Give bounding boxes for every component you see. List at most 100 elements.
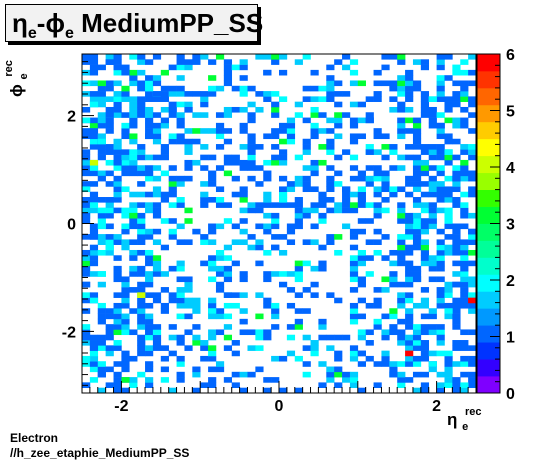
heatmap-cell-1070: [405, 75, 414, 81]
heatmap-cell-936: [373, 287, 382, 293]
heatmap-cell-877: [349, 202, 359, 208]
heatmap-cell-263: [137, 223, 146, 230]
heatmap-cell-907: [357, 175, 366, 182]
heatmap-cell-1282: [452, 96, 461, 102]
heatmap-cell-1290: [460, 355, 469, 362]
heatmap-cell-538: [215, 54, 225, 60]
heatmap-cell-938: [373, 239, 382, 245]
heatmap-cell-753: [302, 175, 311, 182]
heatmap-cell-525: [215, 265, 225, 272]
heatmap-cell-405: [176, 302, 185, 309]
heatmap-cell-1414: [215, 122, 225, 129]
heatmap-cell-299: [145, 260, 154, 267]
heatmap-cell-1271: [452, 197, 461, 203]
heatmap-cell-478: [200, 181, 209, 187]
heatmap-cell-717: [286, 133, 296, 140]
heatmap-cell-762: [310, 345, 319, 351]
heatmap-cell-1341: [468, 234, 477, 240]
heatmap-cell-331: [152, 265, 162, 272]
heatmap-cell-232: [129, 133, 138, 140]
heatmap-cell-456: [192, 340, 201, 346]
heatmap-cell-1028: [397, 91, 406, 97]
heatmap-cell-1206: [436, 112, 445, 118]
heatmap-cell-144: [113, 302, 122, 309]
heatmap-cell-561: [223, 75, 233, 81]
heatmap-cell-474: [200, 239, 209, 245]
heatmap-cell-883: [349, 122, 359, 129]
heatmap-cell-1413: [184, 106, 193, 113]
heatmap-cell-1092: [412, 202, 422, 208]
heatmap-cell-126: [105, 106, 114, 113]
heatmap-cell-517: [215, 366, 225, 373]
heatmap-cell-819: [326, 85, 335, 92]
heatmap-cell-250: [137, 313, 146, 320]
heatmap-cell-1433: [428, 96, 437, 102]
heatmap-cell-1264: [452, 249, 461, 256]
heatmap-cell-487: [200, 54, 209, 60]
heatmap-cell-1022: [397, 133, 406, 140]
heatmap-cell-124: [105, 117, 114, 124]
heatmap-cell-1418: [342, 186, 351, 193]
heatmap-cell-10: [82, 265, 91, 272]
heatmap-cell-1242: [444, 133, 453, 140]
heatmap-cell-101: [105, 382, 114, 389]
heatmap-cell-712: [286, 223, 296, 230]
heatmap-cell-618: [247, 133, 256, 140]
heatmap-cell-1424: [294, 318, 303, 325]
heatmap-cell-1035: [405, 361, 414, 367]
heatmap-cell-165: [113, 101, 122, 108]
heatmap-cell-332: [152, 260, 162, 267]
heatmap-cell-209: [121, 64, 130, 71]
heatmap-cell-846: [342, 223, 351, 230]
y-tick-label: 0: [67, 217, 76, 234]
x-axis-label-sup: rec: [465, 406, 482, 418]
heatmap-cell-180: [121, 324, 130, 330]
heatmap-cell-297: [145, 276, 154, 283]
heatmap-cell-204: [121, 112, 130, 118]
heatmap-cell-342: [152, 165, 162, 171]
heatmap-cell-323: [152, 345, 162, 351]
heatmap-cell-1231: [444, 218, 453, 224]
heatmap-cell-148: [113, 255, 122, 261]
heatmap-cell-754: [302, 165, 311, 171]
heatmap-cell-68: [89, 54, 99, 60]
heatmap-cell-455: [192, 366, 201, 373]
heatmap-cell-1446: [460, 382, 469, 389]
heatmap-cell-1109: [412, 59, 422, 65]
heatmap-cell-953: [373, 69, 382, 76]
heatmap-cell-909: [357, 133, 366, 140]
heatmap-cell-719: [286, 122, 296, 129]
heatmap-cell-449: [184, 101, 193, 108]
colorbar-segment: [477, 70, 500, 89]
heatmap-cell-1415: [247, 138, 256, 145]
heatmap-cell-347: [152, 122, 162, 129]
heatmap-cell-881: [349, 138, 359, 145]
title-suffix: MediumPP_SS: [81, 8, 264, 38]
heatmap-cell-844: [342, 371, 351, 378]
heatmap-cell-196: [121, 170, 130, 177]
heatmap-cell-200: [121, 149, 130, 155]
heatmap-cell-506: [208, 223, 217, 230]
heatmap-cell-572: [231, 239, 240, 245]
heatmap-cell-798: [318, 85, 327, 92]
heatmap-cell-784: [318, 334, 327, 341]
heatmap-cell-929: [365, 96, 374, 102]
heatmap-cell-922: [365, 181, 374, 187]
heatmap-cell-895: [357, 297, 366, 304]
heatmap-cell-924: [365, 165, 374, 171]
heatmap-cell-1384: [82, 117, 91, 124]
heatmap-cell-1162: [428, 186, 437, 193]
heatmap-cell-370: [160, 117, 169, 124]
heatmap-cell-475: [200, 202, 209, 208]
x-axis-label-symbol: η: [447, 410, 457, 429]
heatmap-cell-1439: [460, 255, 469, 261]
heatmap-cell-274: [137, 112, 146, 118]
heatmap-cell-1031: [397, 75, 406, 81]
heatmap-cell-1447: [420, 191, 430, 198]
heatmap-cell-607: [247, 329, 256, 336]
heatmap-cell-476: [200, 197, 209, 203]
heatmap-cell-814: [326, 138, 335, 145]
heatmap-cell-344: [152, 138, 162, 145]
heatmap-cell-368: [160, 144, 169, 150]
heatmap-cell-528: [215, 223, 225, 230]
